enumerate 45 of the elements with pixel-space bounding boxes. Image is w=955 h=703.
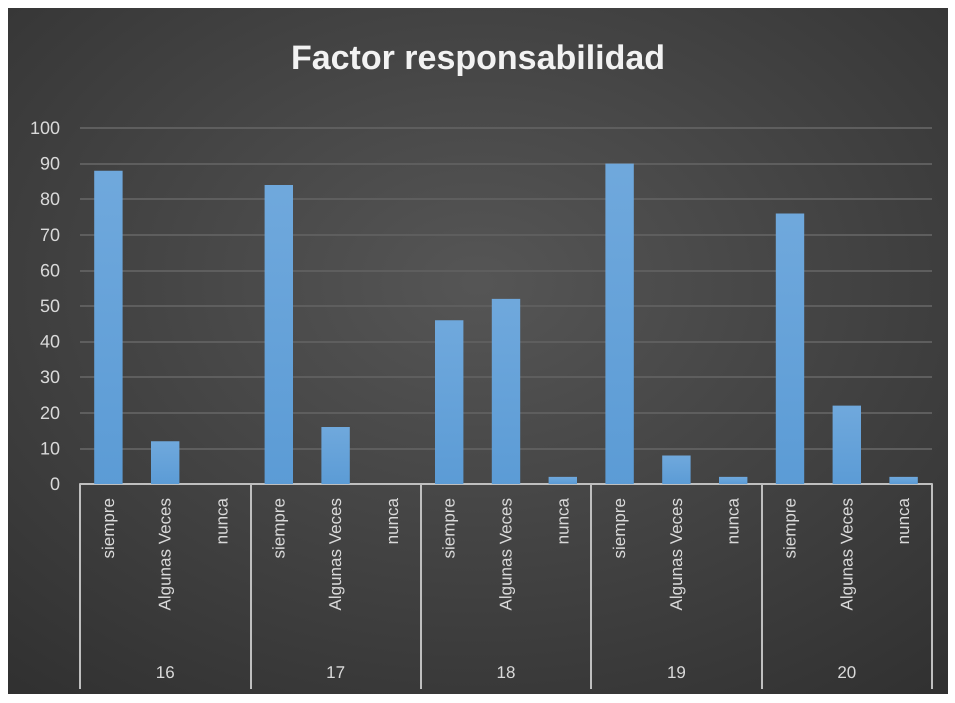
chart-title: Factor responsabilidad <box>290 39 666 77</box>
bar <box>548 476 577 484</box>
bar <box>605 164 634 484</box>
bar <box>719 476 748 484</box>
y-tick-label: 90 <box>40 154 60 174</box>
text: 18 <box>496 663 516 682</box>
y-tick-label: 10 <box>40 438 60 458</box>
x-tick-label: nunca <box>212 497 232 544</box>
y-tick-label: 80 <box>40 189 60 210</box>
y-tick-label: 60 <box>40 260 60 280</box>
x-tick-label: Algunas Veces <box>156 498 175 610</box>
bar <box>264 184 293 484</box>
x-tick-label: Algunas Veces <box>326 498 346 610</box>
y-tick-label: 100 <box>30 118 60 138</box>
y-tick-label: 20 <box>40 402 60 423</box>
x-tick-label: siempre <box>98 498 118 558</box>
x-tick-label: siempre <box>780 498 800 558</box>
bar <box>321 427 350 484</box>
text: 16 <box>156 663 175 682</box>
y-tick-label: 30 <box>40 367 60 388</box>
bar <box>151 441 180 484</box>
y-tick-label: 0 <box>50 474 60 494</box>
text: 17 <box>326 663 346 682</box>
bar <box>832 406 861 484</box>
x-tick-label: siempre <box>440 498 459 558</box>
x-tick-label: nunca <box>553 497 572 544</box>
x-tick-label: siempre <box>610 498 630 558</box>
bar <box>662 456 691 484</box>
bar <box>492 298 520 484</box>
bar <box>889 476 918 484</box>
bar <box>94 170 123 484</box>
x-tick-label: Algunas Veces <box>496 498 516 610</box>
bar <box>435 320 464 484</box>
y-tick-label: 50 <box>40 296 60 316</box>
x-tick-label: nunca <box>382 497 402 544</box>
text: 19 <box>666 663 686 682</box>
y-tick-label: 70 <box>40 224 60 245</box>
y-tick-label: 40 <box>40 332 60 352</box>
x-tick-label: nunca <box>724 497 743 544</box>
x-tick-label: nunca <box>894 497 914 544</box>
x-tick-label: Algunas Veces <box>666 498 686 610</box>
bar <box>776 213 804 484</box>
x-tick-label: siempre <box>269 498 288 558</box>
x-tick-label: Algunas Veces <box>837 498 856 610</box>
text: 20 <box>837 663 856 682</box>
